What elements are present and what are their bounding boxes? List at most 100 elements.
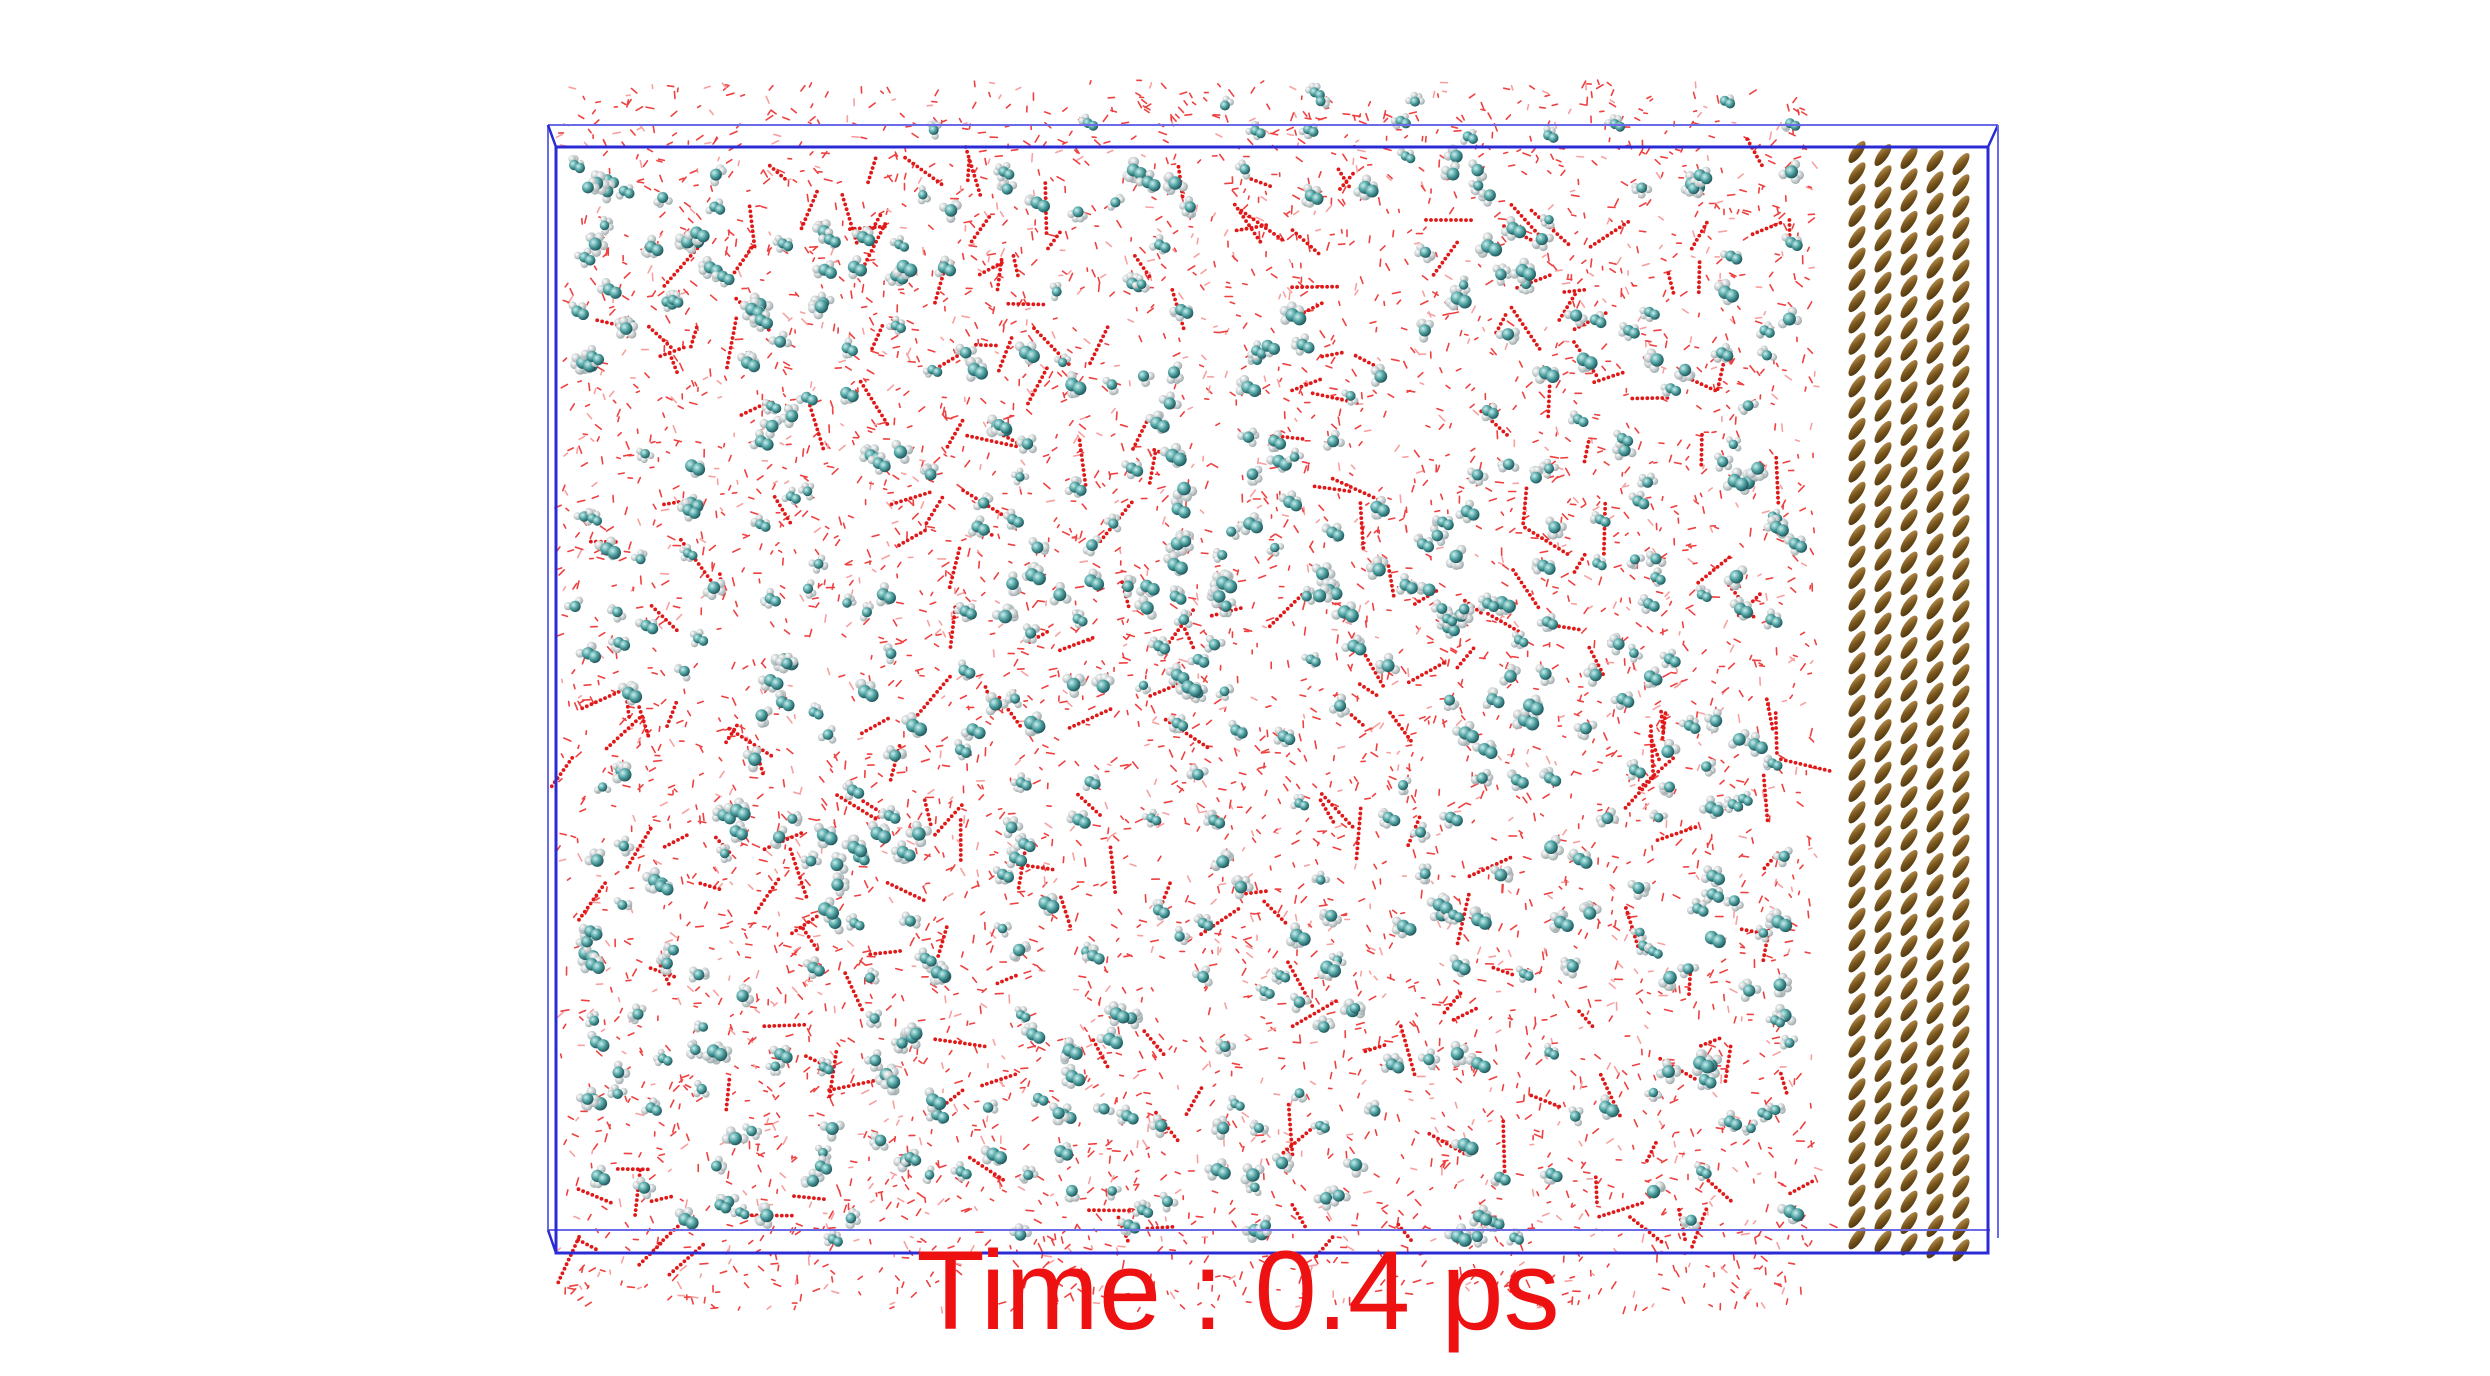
solute-molecule bbox=[1499, 663, 1521, 686]
solute-molecule bbox=[1649, 809, 1668, 823]
solute-molecule bbox=[1122, 156, 1147, 184]
solute-molecule bbox=[1390, 112, 1411, 130]
slab-atom bbox=[1926, 533, 1944, 556]
solute-molecule bbox=[808, 702, 824, 720]
solute-molecule bbox=[1290, 1088, 1308, 1103]
solute-molecule bbox=[1149, 234, 1171, 255]
solute-molecule bbox=[1016, 434, 1037, 454]
slab-atom bbox=[1874, 719, 1892, 742]
slab-atom bbox=[1952, 706, 1970, 729]
solute-molecule bbox=[1723, 565, 1748, 591]
solute-molecule bbox=[1674, 363, 1696, 383]
solute-molecule bbox=[1726, 436, 1742, 452]
solute-molecule bbox=[1210, 849, 1235, 872]
solute-molecule bbox=[1312, 1015, 1336, 1033]
solute-molecule bbox=[1323, 429, 1345, 451]
solute-molecule bbox=[1529, 465, 1544, 484]
solute-molecule bbox=[859, 602, 874, 622]
slab-atom bbox=[1926, 277, 1944, 300]
solute-molecule bbox=[1481, 403, 1499, 422]
slab-atom bbox=[1926, 1023, 1944, 1046]
slab-atom bbox=[1952, 238, 1970, 261]
slab-atom bbox=[1874, 953, 1892, 976]
solute-molecule bbox=[1626, 554, 1646, 570]
slab-atom bbox=[1848, 801, 1866, 824]
slab-atom bbox=[1874, 1059, 1892, 1082]
solute-molecule bbox=[685, 1039, 704, 1060]
slab-atom bbox=[1874, 1017, 1892, 1040]
slab-atom bbox=[1900, 1041, 1918, 1064]
solute-molecule bbox=[1445, 544, 1467, 570]
slab-atom bbox=[1900, 1062, 1918, 1085]
slab-atom bbox=[1952, 1047, 1970, 1070]
solute-molecule bbox=[958, 659, 976, 681]
slab-atom bbox=[1900, 764, 1918, 787]
solute-molecule bbox=[956, 602, 977, 620]
slab-atom bbox=[1874, 1038, 1892, 1061]
solute-molecule bbox=[864, 967, 880, 985]
solute-molecule bbox=[1714, 452, 1734, 472]
slab-atom bbox=[1926, 1129, 1944, 1152]
solute-molecule bbox=[1010, 467, 1030, 486]
solute-molecule bbox=[679, 543, 698, 562]
solute-molecule bbox=[1081, 944, 1105, 965]
solute-molecule bbox=[960, 723, 986, 741]
solute-molecule bbox=[1009, 941, 1032, 962]
solute-molecule bbox=[1687, 897, 1709, 917]
solute-molecule bbox=[1452, 720, 1479, 747]
solute-molecule bbox=[1576, 352, 1598, 373]
solute-molecule bbox=[1539, 766, 1562, 787]
slab-atom bbox=[1900, 296, 1918, 319]
solute-molecule bbox=[1531, 558, 1556, 575]
slab-atom bbox=[1848, 609, 1866, 632]
slab-atom bbox=[1952, 578, 1970, 602]
solute-molecule bbox=[575, 641, 601, 663]
solute-molecule bbox=[693, 1020, 709, 1033]
slab-atom bbox=[1926, 1065, 1944, 1088]
solute-molecule bbox=[587, 1030, 610, 1052]
slab-atom bbox=[1848, 1099, 1866, 1122]
slab-atom bbox=[1848, 290, 1866, 313]
slab-atom bbox=[1848, 865, 1866, 888]
slab-atom bbox=[1874, 1208, 1892, 1232]
slab-atom bbox=[1926, 852, 1944, 875]
solute-molecule bbox=[1191, 965, 1213, 987]
solute-molecule bbox=[1567, 410, 1589, 428]
slab-atom bbox=[1848, 1035, 1866, 1058]
solute-molecule bbox=[653, 192, 673, 208]
solute-molecule bbox=[1061, 1063, 1086, 1089]
solute-molecule bbox=[585, 1010, 600, 1028]
slab-atom bbox=[1900, 572, 1918, 596]
solute-molecule bbox=[1409, 821, 1431, 843]
solute-molecule bbox=[737, 350, 761, 373]
solute-molecule bbox=[1049, 1102, 1070, 1126]
solute-molecule bbox=[1531, 233, 1554, 252]
solute-molecule bbox=[1186, 764, 1209, 781]
solute-molecule bbox=[1661, 738, 1681, 758]
solute-molecule bbox=[1745, 461, 1769, 481]
solute-molecule bbox=[1116, 1104, 1139, 1125]
slab-atom bbox=[1926, 171, 1944, 194]
solute-molecule bbox=[1544, 1042, 1560, 1060]
solute-molecule bbox=[1413, 533, 1435, 553]
solute-molecule bbox=[1147, 636, 1171, 657]
slab-atom bbox=[1900, 658, 1918, 681]
slab-atom bbox=[1952, 387, 1970, 410]
solute-molecule bbox=[1778, 306, 1803, 329]
solute-molecule bbox=[982, 1099, 999, 1114]
slab-atom bbox=[1874, 782, 1892, 806]
slab-atom bbox=[1952, 515, 1970, 538]
solute-molecule bbox=[1024, 194, 1050, 213]
slab-atom bbox=[1848, 886, 1866, 909]
slab-atom bbox=[1874, 761, 1892, 784]
slab-atom bbox=[1926, 938, 1944, 961]
slab-atom bbox=[1900, 871, 1918, 894]
solute-molecule bbox=[1119, 1008, 1144, 1030]
slab-atom bbox=[1952, 941, 1970, 964]
slab-atom bbox=[1952, 1175, 1970, 1198]
solute-molecule bbox=[632, 1176, 657, 1200]
solute-molecule bbox=[1163, 551, 1188, 577]
solute-molecule bbox=[779, 403, 799, 429]
solute-molecule bbox=[1627, 879, 1651, 900]
slab-atom bbox=[1874, 804, 1892, 827]
